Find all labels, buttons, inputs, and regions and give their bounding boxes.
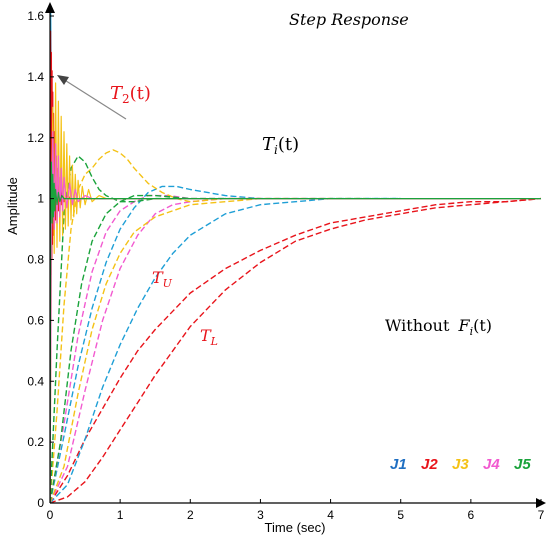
series-line-2 <box>50 197 542 504</box>
annotation-tl-base: T <box>200 326 212 345</box>
series-line-7 <box>50 197 366 504</box>
legend-entry-j4: J4 <box>483 456 500 473</box>
annotation-without-tail: (t) <box>473 316 492 335</box>
y-tick-label-7: 1.4 <box>27 70 44 84</box>
annotation-without-sub: i <box>470 325 474 338</box>
legend-entry-j5: J5 <box>514 456 531 473</box>
annotation-tu-sub: U <box>163 277 173 290</box>
x-ticks: 0 1 2 3 4 5 6 7 <box>47 499 545 522</box>
annotation-t2: T2(t) <box>110 83 151 106</box>
annotation-t2-base: T <box>110 83 124 104</box>
series-line-4 <box>50 185 401 504</box>
annotation-without-fi: Without Fi(t) <box>385 316 492 338</box>
y-tick-label-0: 0 <box>37 496 44 510</box>
annotation-without-prefix: Without <box>385 316 454 335</box>
y-axis-arrow <box>45 2 55 13</box>
x-tick-label-6: 6 <box>468 508 475 522</box>
annotation-tu-base: T <box>152 268 164 287</box>
y-ticks: 0 0.2 0.4 0.6 0.8 1 1.2 1.4 1.6 <box>27 9 54 510</box>
axes <box>49 12 536 504</box>
annotation-tu: TU <box>152 268 173 290</box>
t2-pointer-arrowhead <box>57 75 69 85</box>
y-tick-label-1: 0.2 <box>27 435 44 449</box>
annotation-t2-tail: (t) <box>130 83 151 104</box>
y-axis-label: Amplitude <box>5 177 20 235</box>
series-line-15 <box>50 161 541 504</box>
t2-pointer-line <box>62 78 127 120</box>
x-axis-label: Time (sec) <box>265 520 326 535</box>
x-tick-label-1: 1 <box>117 508 124 522</box>
series-line-9 <box>50 194 226 504</box>
x-tick-label-0: 0 <box>47 508 54 522</box>
y-tick-label-8: 1.6 <box>27 9 44 23</box>
x-tick-label-3: 3 <box>257 508 264 522</box>
annotation-ti-tail: (t) <box>278 134 299 155</box>
series-line-1 <box>50 197 542 504</box>
annotation-ti-sub: i <box>274 143 278 157</box>
legend-entry-j1: J1 <box>390 456 407 473</box>
legend-entry-j2: J2 <box>421 456 438 473</box>
chart-title: Step Response <box>289 10 409 29</box>
annotation-tl: TL <box>200 326 218 348</box>
y-tick-label-2: 0.4 <box>27 374 44 388</box>
x-tick-label-7: 7 <box>538 508 545 522</box>
y-tick-label-6: 1.2 <box>27 131 44 145</box>
y-tick-label-4: 0.8 <box>27 253 44 267</box>
annotation-ti: Ti(t) <box>262 134 299 157</box>
legend: J1 J2 J3 J4 J5 <box>390 456 531 473</box>
annotation-tl-sub: L <box>210 335 218 348</box>
series-layer <box>50 9 542 504</box>
annotation-t2-sub: 2 <box>122 92 130 106</box>
legend-entry-j3: J3 <box>452 456 469 473</box>
series-line-10 <box>50 155 191 504</box>
x-tick-label-5: 5 <box>397 508 404 522</box>
y-tick-label-3: 0.6 <box>27 313 44 327</box>
x-tick-label-4: 4 <box>327 508 334 522</box>
y-tick-label-5: 1 <box>37 192 44 206</box>
series-line-3 <box>50 197 401 504</box>
annotation-ti-base: T <box>262 134 276 155</box>
annotation-without-base: F <box>457 316 470 335</box>
x-tick-label-2: 2 <box>187 508 194 522</box>
